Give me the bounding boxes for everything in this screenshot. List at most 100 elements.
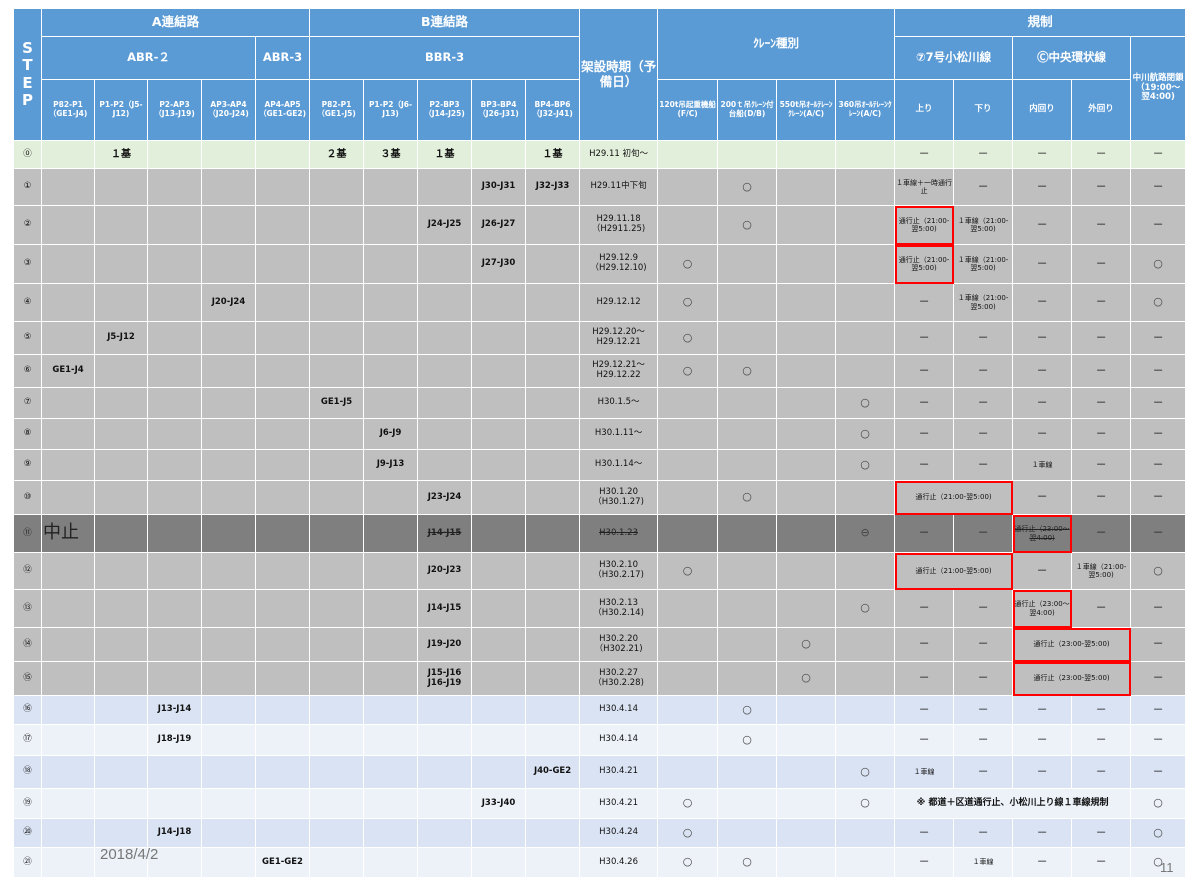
a-p1-p2-cell <box>94 418 148 450</box>
a-p2-ap3-cell <box>147 321 202 355</box>
nakagawa-cell: － <box>1130 449 1187 481</box>
crane-db-cell: ○ <box>717 480 778 515</box>
b-bp3-bp4-cell <box>471 818 527 848</box>
a-p1-p2-cell <box>94 244 148 284</box>
central-inner-cell: － <box>1012 755 1073 789</box>
a-p82-p1-cell <box>41 589 95 628</box>
a-p1-p2-cell <box>94 589 148 628</box>
erection-period-cell: H30.1.11～ <box>579 418 659 450</box>
nakagawa-cell: ○ <box>1130 818 1187 848</box>
central-inner-cell: － <box>1012 552 1073 590</box>
erection-period-cell: H29.11中下旬 <box>579 168 659 206</box>
table-row: ⑮ J15-J16 J16-J19 H30.2.27（H30.2.28) ○ －－通行止… <box>13 661 1187 696</box>
crane-ac550-cell <box>776 321 837 355</box>
b-p2-bp3-cell: J19-J20 <box>417 627 473 662</box>
crane-ac360-cell <box>835 724 896 756</box>
crane-ac360-cell <box>835 480 896 515</box>
a-p82-p1-cell <box>41 661 95 696</box>
b-p1-p2-cell <box>363 283 419 322</box>
a-ap3-ap4-cell <box>201 589 256 628</box>
route7-up-cell: 通行止（21:00-翌5:00) <box>894 205 955 245</box>
b-p2-bp3-cell <box>417 354 473 388</box>
a-ap4-ap5-cell <box>254 552 311 590</box>
b-p82-p1-cell: GE1-J5 <box>309 387 365 419</box>
b-p2-bp3-cell <box>417 321 473 355</box>
step-cell: ⑭ <box>13 627 42 662</box>
b-bp4-bp6-cell <box>525 354 581 388</box>
b-p82-p1-cell <box>309 205 365 245</box>
b-p82-p1-cell <box>309 418 365 450</box>
crane-ac360-cell <box>835 552 896 590</box>
step-cell: ⑱ <box>13 755 42 789</box>
b-bp3-bp4-cell <box>471 755 527 789</box>
b-bp4-bp6-cell <box>525 724 581 756</box>
crane-ac550-cell <box>776 589 837 628</box>
crane-fc-cell <box>657 755 719 789</box>
b-bp4-bp6-cell <box>525 283 581 322</box>
erection-period-cell: H30.4.21 <box>579 755 659 789</box>
table-row: ⑬ J14-J15 H30.2.13（H30.2.14) ○ －－通行止（23:00～翌… <box>13 589 1187 628</box>
crane-ac360-cell <box>835 847 896 878</box>
central-outer-cell: － <box>1071 847 1132 878</box>
b-p82-p1-cell <box>309 788 365 819</box>
b-bp3-bp4-cell <box>471 847 527 878</box>
a-p1-p2-cell <box>94 755 148 789</box>
b-p2-bp3-cell: J14-J15 <box>417 589 473 628</box>
central-inner-cell: － <box>1012 818 1073 848</box>
crane-fc-cell <box>657 168 719 206</box>
table-row: ㉑ GE1-GE2 H30.4.26 ○ ○ － １車線－－ ○ <box>13 847 1187 878</box>
b-p2-bp3-cell: J20-J23 <box>417 552 473 590</box>
erection-period-cell: H30.4.26 <box>579 847 659 878</box>
b-p82-p1-cell <box>309 244 365 284</box>
crane-ac550-cell: ○ <box>776 627 837 662</box>
a-p2-ap3-cell: J13-J14 <box>147 695 202 725</box>
crane-ac360-cell <box>835 168 896 206</box>
a-ap3-ap4-cell <box>201 724 256 756</box>
b-p1-p2-cell <box>363 695 419 725</box>
crane-db-cell: ○ <box>717 695 778 725</box>
central-outer-cell: － <box>1071 244 1132 284</box>
crane-ac550-cell <box>776 695 837 725</box>
route7-up-cell: １車線 <box>894 755 955 789</box>
crane-db-cell <box>717 387 778 419</box>
schedule-rows: ⓪ １基 ２基 ３基 １基 １基 H29.11 初旬～－－－－－ ① J30-J31 J32-J3… <box>13 140 1187 878</box>
a-p1-p2-cell <box>94 354 148 388</box>
b-p82-p1-cell <box>309 283 365 322</box>
a-p2-ap3-cell <box>147 661 202 696</box>
regulation-header: 規制 <box>894 8 1187 37</box>
central-outer-cell: － <box>1071 589 1132 628</box>
nakagawa-cell: ○ <box>1130 552 1187 590</box>
table-row: ⑤ J5-J12 H29.12.20～H29.12.21 ○ －－－－－ <box>13 321 1187 355</box>
erection-period-cell: H30.1.14～ <box>579 449 659 481</box>
a-ap3-ap4-cell <box>201 661 256 696</box>
central-outer-cell: － <box>1071 283 1132 322</box>
table-row: ⑫ J20-J23 H30.2.10（H30.2.17) ○ 通行止（21:00-翌5:… <box>13 552 1187 590</box>
a-p1-p2-cell: J5-J12 <box>94 321 148 355</box>
b-p1-p2-cell <box>363 552 419 590</box>
crane-ac550-cell <box>776 818 837 848</box>
a-ap4-ap5-cell <box>254 321 311 355</box>
route7-down-cell: － <box>953 354 1014 388</box>
route7-down-cell: － <box>953 627 1014 662</box>
nakagawa-cell: － <box>1130 695 1187 725</box>
crane-ac360-cell <box>835 140 896 169</box>
b-p82-p1-cell <box>309 627 365 662</box>
a-p82-p1-cell <box>41 627 95 662</box>
crane-db-cell: ○ <box>717 354 778 388</box>
b-bp4-bp6-cell <box>525 321 581 355</box>
crane-db-cell <box>717 321 778 355</box>
crane-ac550-cell <box>776 205 837 245</box>
nakagawa-cell: － <box>1130 661 1187 696</box>
a-ap4-ap5-cell <box>254 661 311 696</box>
nakagawa-cell: ○ <box>1130 283 1187 322</box>
b-p2-bp3-cell: J14-J15 <box>417 514 473 553</box>
dir-up: 上り <box>894 79 955 141</box>
table-row: ④ J20-J24 H29.12.12 ○ － １車線（21:00-翌5:00) －－ ○ <box>13 283 1187 322</box>
a-ap3-ap4-cell <box>201 755 256 789</box>
central-inner-cell: 通行止（23:00～翌4:00) <box>1012 589 1073 628</box>
table-row: ⑳ J14-J18 H30.4.24 ○ －－－－ ○ <box>13 818 1187 848</box>
nakagawa-cell: － <box>1130 724 1187 756</box>
sub-a-2: P1-P2（J5-J12) <box>94 79 148 141</box>
sub-a-1: P82-P1（GE1-J4) <box>41 79 95 141</box>
crane-ac550-cell <box>776 387 837 419</box>
